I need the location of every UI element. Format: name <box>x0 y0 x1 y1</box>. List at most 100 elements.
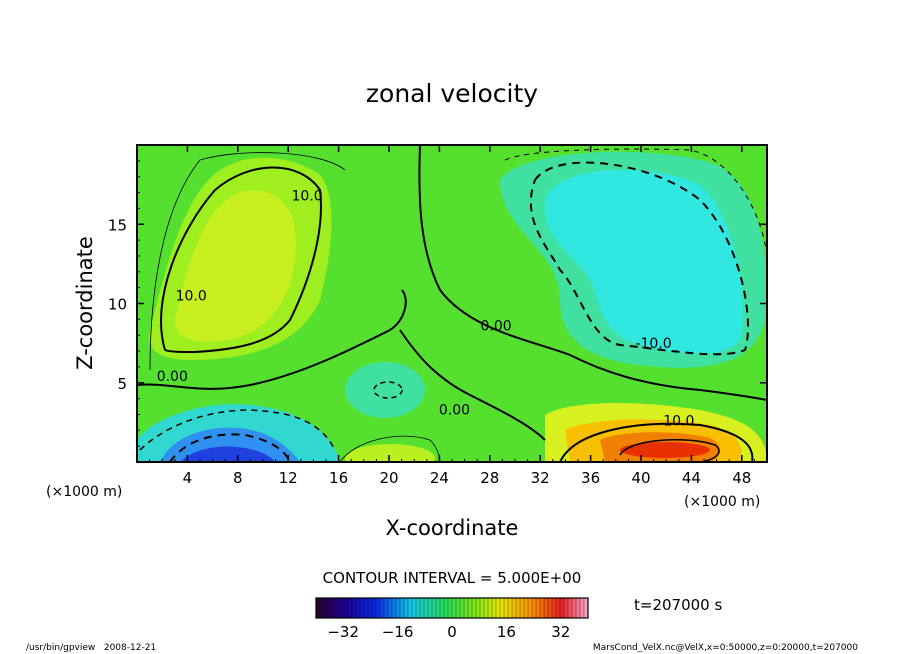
contour-neg-ten-upper-right <box>529 161 749 356</box>
colorbar-cell <box>527 597 533 619</box>
contour-ten-bottom-right <box>559 422 754 462</box>
colorbar-cell <box>459 597 465 619</box>
colorbar-cell <box>571 597 577 619</box>
colorbar-cell <box>375 597 381 619</box>
x-tick-label: 16 <box>329 469 348 487</box>
contour-zero-upper <box>418 145 767 401</box>
colorbar-cell <box>483 597 489 619</box>
colorbar-tick-label: 32 <box>551 623 570 641</box>
x-tick-label: 32 <box>531 469 550 487</box>
x-tick-label: 24 <box>430 469 449 487</box>
colorbar-cell <box>391 597 397 619</box>
colorbar-cell <box>331 597 337 619</box>
colorbar-cell <box>475 597 481 619</box>
contour-label: 10.0 <box>176 288 207 304</box>
x-axis-label: X-coordinate <box>386 516 519 540</box>
colorbar-cell <box>471 597 477 619</box>
colorbar-cell <box>555 597 561 619</box>
contour-neg-ten-bottom-left <box>169 433 291 462</box>
colorbar-cell <box>407 597 413 619</box>
contour-label: 10.0 <box>292 188 323 204</box>
colorbar-cell <box>435 597 441 619</box>
colorbar-cell <box>531 597 537 619</box>
colorbar-cell <box>523 597 529 619</box>
field-negative-blob-mid <box>345 362 425 418</box>
colorbar: −32 −16 0 16 32 <box>315 597 589 641</box>
colorbar-cell <box>343 597 349 619</box>
colorbar-cell <box>575 597 581 619</box>
colorbar-cell <box>415 597 421 619</box>
colorbar-cell <box>559 597 565 619</box>
colorbar-cell <box>427 597 433 619</box>
chart-title: zonal velocity <box>366 79 538 108</box>
colorbar-cell <box>387 597 393 619</box>
time-label: t=207000 s <box>634 596 722 614</box>
field-positive-blob-bottom <box>345 444 435 462</box>
colorbar-cell <box>443 597 449 619</box>
contour-five-thin-left <box>149 152 346 371</box>
colorbar-cell <box>579 597 585 619</box>
colorbar-cell <box>451 597 457 619</box>
contour-zero-mid <box>399 329 546 441</box>
colorbar-cell <box>351 597 357 619</box>
colorbar-cell <box>547 597 553 619</box>
field-positive-peak-bottom-right <box>620 442 710 458</box>
colorbar-cell <box>395 597 401 619</box>
colorbar-tick-label: −16 <box>382 623 414 641</box>
footer-left: /usr/bin/gpview 2008-12-21 <box>26 643 156 653</box>
contour-label: 10.0 <box>663 414 694 430</box>
colorbar-tick-label: −32 <box>327 623 359 641</box>
field-negative-core-upper-right <box>544 169 744 354</box>
colorbar-cell <box>339 597 345 619</box>
colorbar-cell <box>363 597 369 619</box>
colorbar-cell <box>463 597 469 619</box>
colorbar-cell <box>563 597 569 619</box>
z-tick-label: 15 <box>108 216 127 234</box>
x-tick-label: 4 <box>183 469 193 487</box>
colorbar-cell <box>487 597 493 619</box>
z-tick-label: 10 <box>108 296 127 314</box>
colorbar-cell <box>367 597 373 619</box>
colorbar-cell <box>423 597 429 619</box>
x-tick-label: 44 <box>682 469 701 487</box>
colorbar-cell <box>491 597 497 619</box>
colorbar-cell <box>419 597 425 619</box>
x-tick-label: 40 <box>631 469 650 487</box>
colorbar-tick-label: 16 <box>497 623 516 641</box>
plot-area: 10.010.00.000.000.00-10.010.0 4 8 12 16 20 24… <box>108 144 768 487</box>
colorbar-cell <box>323 597 329 619</box>
colorbar-cell <box>539 597 545 619</box>
colorbar-cell <box>383 597 389 619</box>
colorbar-cell <box>379 597 385 619</box>
colorbar-cell <box>535 597 541 619</box>
colorbar-cell <box>319 597 325 619</box>
colorbar-cell <box>359 597 365 619</box>
colorbar-cell <box>399 597 405 619</box>
colorbar-cell <box>551 597 557 619</box>
colorbar-tick-label: 0 <box>447 623 457 641</box>
colorbar-cell <box>467 597 473 619</box>
x-tick-label: 48 <box>732 469 751 487</box>
colorbar-cell <box>335 597 341 619</box>
contour-neg-five-upper-right <box>504 148 767 261</box>
z-tick-label: 5 <box>117 375 127 393</box>
contour-interval-label: CONTOUR INTERVAL = 5.000E+00 <box>323 569 582 587</box>
colorbar-cell <box>507 597 513 619</box>
colorbar-cell <box>519 597 525 619</box>
x-tick-label: 12 <box>279 469 298 487</box>
contour-twenty-bottom-right <box>619 438 720 462</box>
colorbar-frame <box>315 597 589 619</box>
colorbar-cell <box>503 597 509 619</box>
colorbar-cell <box>515 597 521 619</box>
contour-label: 0.00 <box>439 402 470 418</box>
footer-right: MarsCond_VelX.nc@VelX,x=0:50000,z=0:2000… <box>593 643 858 653</box>
colorbar-cell <box>347 597 353 619</box>
colorbar-cell <box>439 597 445 619</box>
colorbar-cell <box>511 597 517 619</box>
contour-neg-blob-mid <box>373 381 403 399</box>
y-axis-label: Z-coordinate <box>73 236 97 370</box>
x-tick-label: 8 <box>233 469 243 487</box>
contour-ten-upper-left <box>160 166 322 354</box>
contour-neg-bottom-left <box>139 409 336 451</box>
